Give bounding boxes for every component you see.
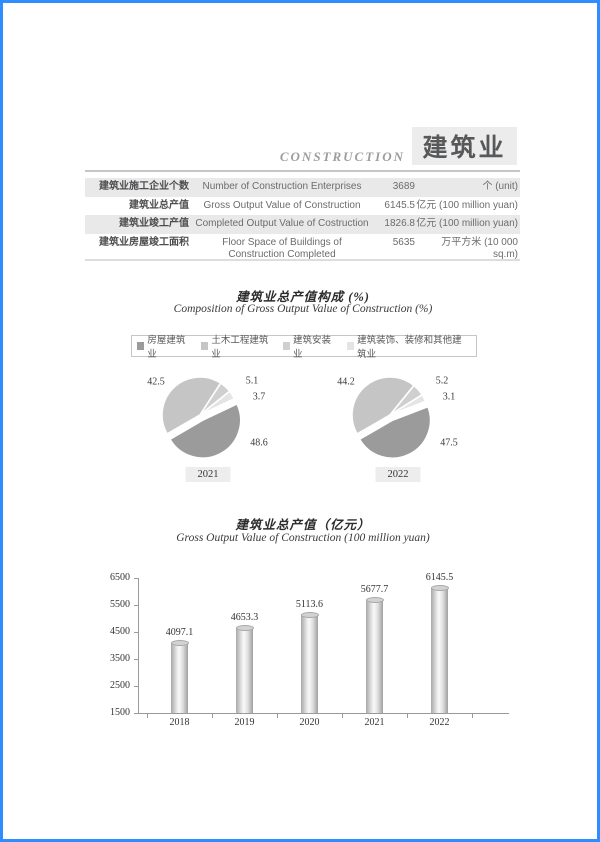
pie-percent-label: 3.1 bbox=[442, 391, 456, 403]
x-axis-category-label: 2022 bbox=[429, 717, 450, 728]
legend-label: 建筑安装业 bbox=[293, 335, 332, 360]
chapter-title-english: CONSTRUCTION bbox=[279, 149, 405, 164]
x-axis-category-label: 2019 bbox=[234, 717, 255, 728]
pie-slice bbox=[351, 376, 416, 436]
row-unit: 个 (unit) bbox=[482, 181, 518, 192]
legend-swatch-icon bbox=[137, 342, 145, 350]
y-axis-tick bbox=[134, 605, 138, 606]
y-axis-tick bbox=[134, 578, 138, 579]
x-axis-tick bbox=[277, 714, 278, 718]
bar-section-title-zh: 建筑业总产值（亿元） bbox=[235, 518, 371, 532]
pie-chart-2022: 2022 47.5 44.2 5.2 3.1 bbox=[303, 368, 493, 490]
x-axis-tick bbox=[147, 714, 148, 718]
y-axis-tick-label: 2500 bbox=[110, 680, 130, 691]
bar-2022 bbox=[430, 584, 449, 713]
bar-section-title-en: Gross Output Value of Construction (100 … bbox=[176, 532, 430, 544]
bar-chart-plot-area bbox=[138, 578, 509, 714]
bar-2021 bbox=[365, 597, 384, 713]
pie-percent-label: 42.5 bbox=[147, 376, 165, 388]
pie-percent-label: 44.2 bbox=[337, 376, 355, 388]
row-value: 3689 bbox=[392, 181, 415, 192]
pie-slice bbox=[168, 402, 242, 459]
y-axis-tick-label: 6500 bbox=[110, 572, 130, 583]
legend-swatch-icon bbox=[201, 342, 209, 350]
legend-label: 土木工程建筑业 bbox=[211, 335, 269, 360]
y-axis-tick bbox=[134, 713, 138, 714]
legend-label: 建筑装饰、装修和其他建筑业 bbox=[357, 335, 462, 360]
x-axis-tick bbox=[407, 714, 408, 718]
table-row: 建筑业竣工产值 Completed Output Value of Costru… bbox=[85, 215, 520, 234]
pie-slice bbox=[358, 405, 432, 460]
y-axis-tick bbox=[134, 659, 138, 660]
x-axis-tick bbox=[342, 714, 343, 718]
pie-percent-label: 47.5 bbox=[440, 437, 458, 449]
row-label-zh: 建筑业施工企业个数 bbox=[99, 181, 189, 192]
y-axis-tick bbox=[134, 686, 138, 687]
bar-value-label: 5677.7 bbox=[360, 584, 389, 596]
row-unit: 亿元 (100 million yuan) bbox=[416, 218, 518, 229]
y-axis-tick-label: 3500 bbox=[110, 653, 130, 664]
bar-2019 bbox=[235, 624, 254, 713]
pie-year-label: 2021 bbox=[185, 467, 231, 482]
y-axis-tick-label: 4500 bbox=[110, 626, 130, 637]
bar-value-label: 4653.3 bbox=[230, 611, 259, 623]
pie-percent-label: 48.6 bbox=[250, 437, 268, 449]
legend-item: 建筑装饰、装修和其他建筑业 bbox=[346, 332, 471, 360]
header-divider bbox=[85, 170, 520, 172]
chapter-title-box: 建筑业 bbox=[412, 127, 517, 165]
row-value: 1826.8 bbox=[384, 218, 415, 229]
row-label-en: Floor Space of Buildings of Construction… bbox=[222, 236, 342, 261]
row-value: 5635 bbox=[392, 236, 415, 248]
row-label-zh: 建筑业竣工产值 bbox=[119, 218, 189, 229]
legend-item: 房屋建筑业 bbox=[137, 332, 191, 360]
bar-2020 bbox=[300, 612, 319, 713]
legend-item: 建筑安装业 bbox=[282, 332, 337, 360]
bar-chart: 6500 5500 4500 3500 2500 1500 4097.1 2018 4653.3… bbox=[88, 571, 528, 736]
y-axis-tick-label: 5500 bbox=[110, 599, 130, 610]
row-value: 6145.5 bbox=[384, 199, 415, 211]
pie-slice bbox=[161, 376, 222, 436]
pie-slice bbox=[389, 393, 427, 416]
x-axis-category-label: 2021 bbox=[364, 717, 385, 728]
bar-value-label: 5113.6 bbox=[295, 599, 324, 611]
table-bottom-divider bbox=[85, 259, 520, 261]
table-row: 建筑业施工企业个数 Number of Construction Enterpr… bbox=[85, 178, 520, 197]
row-label-en: Number of Construction Enterprises bbox=[202, 181, 362, 192]
pie-percent-label: 5.2 bbox=[435, 375, 449, 387]
pie-svg bbox=[161, 376, 242, 459]
pie-slice bbox=[199, 390, 236, 416]
pie-section-title-zh: 建筑业总产值构成 (%) bbox=[236, 290, 370, 304]
legend-label: 房屋建筑业 bbox=[147, 335, 186, 360]
pie-year-label: 2022 bbox=[375, 467, 421, 482]
pie-percent-label: 5.1 bbox=[245, 375, 259, 387]
x-axis-category-label: 2020 bbox=[299, 717, 320, 728]
y-axis-tick bbox=[134, 632, 138, 633]
row-label-en: Gross Output Value of Construction bbox=[203, 199, 361, 211]
legend-item: 土木工程建筑业 bbox=[201, 332, 273, 360]
bar-value-label: 4097.1 bbox=[165, 626, 194, 638]
row-unit: 万平方米 (10 000 sq.m) bbox=[441, 236, 518, 261]
legend-swatch-icon bbox=[346, 342, 355, 350]
pie-section-title-en: Composition of Gross Output Value of Con… bbox=[173, 303, 433, 315]
pie-svg bbox=[351, 376, 432, 460]
x-axis-category-label: 2018 bbox=[169, 717, 190, 728]
bar-value-label: 6145.5 bbox=[425, 571, 454, 583]
pie-chart-2021: 2021 48.6 42.5 5.1 3.7 bbox=[113, 368, 303, 490]
pie-percent-label: 3.7 bbox=[252, 391, 266, 403]
chapter-title-chinese: 建筑业 bbox=[422, 134, 507, 162]
table-row: 建筑业总产值 Gross Output Value of Constructio… bbox=[85, 197, 520, 216]
y-axis-tick-label: 1500 bbox=[110, 707, 130, 718]
table-row: 建筑业房屋竣工面积 Floor Space of Buildings of Co… bbox=[85, 234, 520, 270]
x-axis-tick bbox=[212, 714, 213, 718]
row-label-zh: 建筑业房屋竣工面积 bbox=[99, 236, 189, 248]
pie-legend: 房屋建筑业 土木工程建筑业 建筑安装业 建筑装饰、装修和其他建筑业 bbox=[131, 332, 477, 360]
row-unit: 亿元 (100 million yuan) bbox=[416, 199, 518, 211]
legend-swatch-icon bbox=[282, 342, 291, 350]
row-label-zh: 建筑业总产值 bbox=[129, 199, 189, 211]
x-axis-tick bbox=[472, 714, 473, 718]
summary-table: 建筑业施工企业个数 Number of Construction Enterpr… bbox=[85, 178, 520, 270]
row-label-en: Completed Output Value of Costruction bbox=[195, 218, 369, 229]
bar-2018 bbox=[170, 639, 189, 713]
